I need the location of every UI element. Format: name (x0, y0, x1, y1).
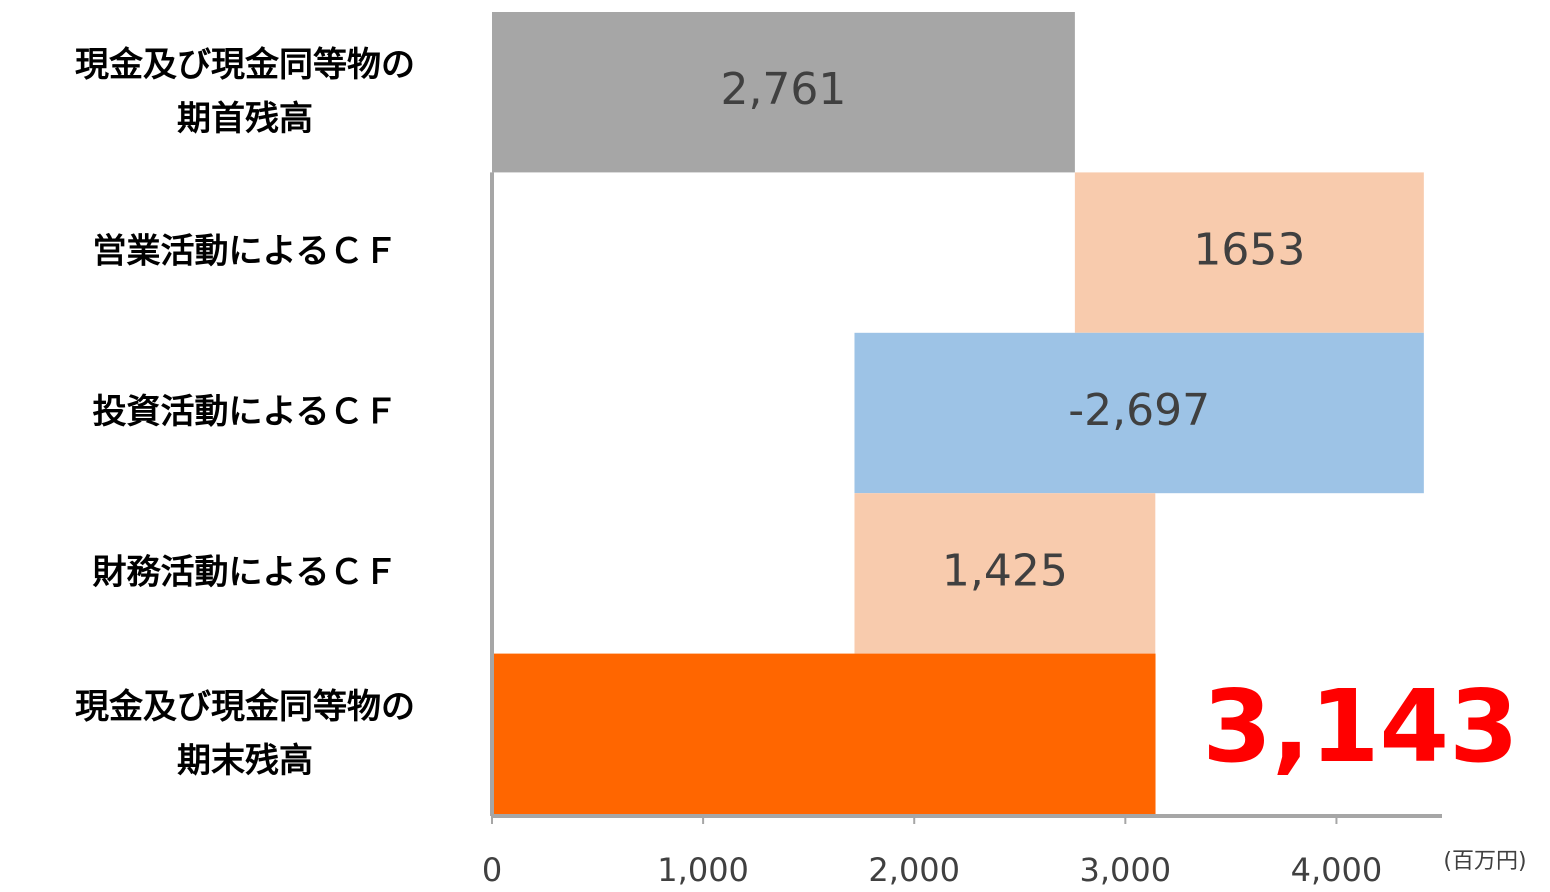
value-label: 1653 (1193, 225, 1305, 276)
category-line: 期首残高 (177, 99, 313, 139)
category-label: 財務活動によるＣＦ (93, 552, 398, 592)
x-tick-label: 3,000 (1080, 851, 1172, 889)
category-label: 現金及び現金同等物の期末残高 (75, 686, 415, 780)
bar (1074, 172, 1424, 333)
value-label: 2,761 (720, 64, 846, 115)
category-line: 営業活動によるＣＦ (93, 231, 398, 271)
x-tick-label: 4,000 (1291, 851, 1383, 889)
x-tick-label: 2,000 (868, 851, 960, 889)
unit-label: (百万円) (1443, 849, 1526, 874)
category-line: 期末残高 (177, 740, 313, 780)
category-line: 投資活動によるＣＦ (93, 392, 398, 432)
bar (492, 12, 1075, 173)
category-line: 現金及び現金同等物の (75, 686, 415, 726)
value-label: 1,425 (942, 545, 1068, 596)
category-line: 現金及び現金同等物の (75, 45, 415, 85)
x-tick-label: 1,000 (657, 851, 749, 889)
value-label: -2,697 (1068, 385, 1210, 436)
bar (492, 653, 1156, 814)
category-label: 営業活動によるＣＦ (93, 231, 398, 271)
category-label: 現金及び現金同等物の期首残高 (75, 45, 415, 139)
bar (854, 493, 1156, 654)
category-label: 投資活動によるＣＦ (93, 392, 398, 432)
value-label: 3,143 (1202, 668, 1518, 785)
x-tick-label: 0 (482, 851, 502, 889)
bar (854, 332, 1424, 494)
category-line: 財務活動によるＣＦ (93, 552, 398, 592)
